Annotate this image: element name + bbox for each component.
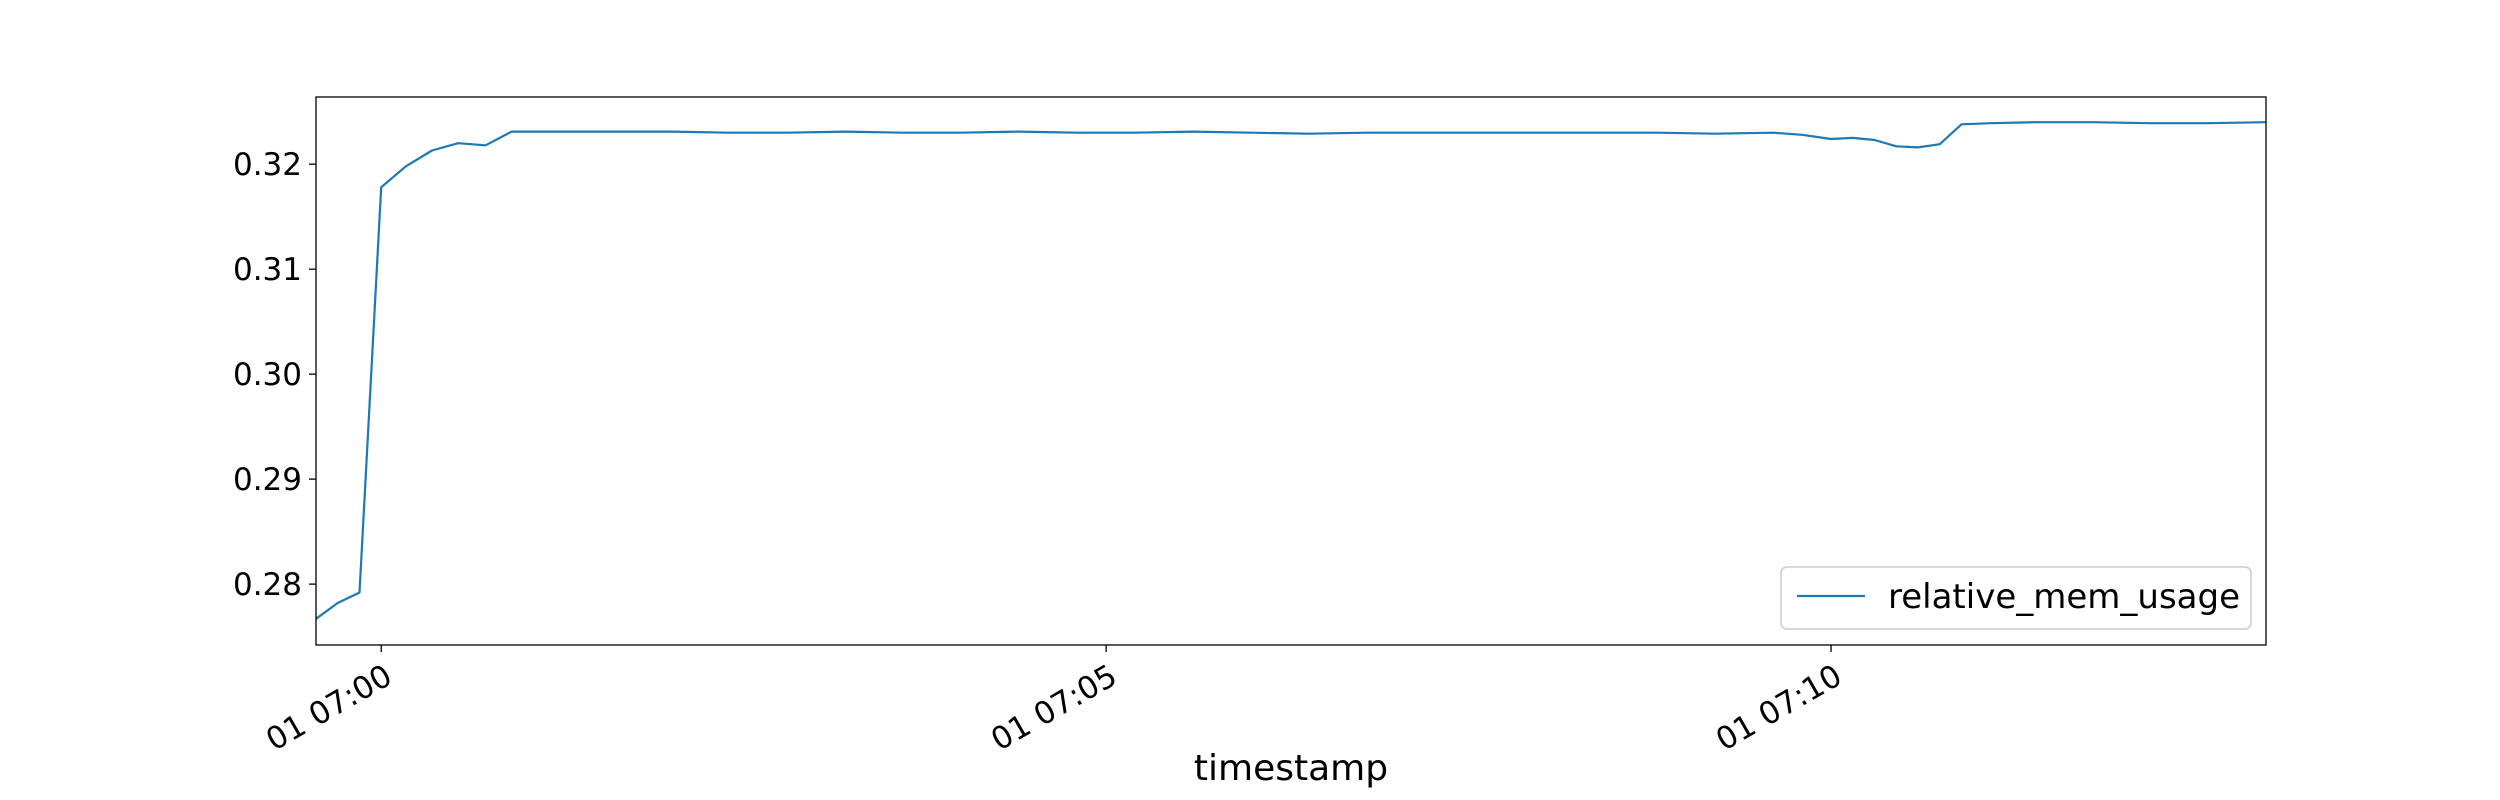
x-tick-label: 01 07:00 bbox=[260, 658, 398, 758]
y-tick-label: 0.28 bbox=[233, 567, 302, 603]
x-tick-label: 01 07:10 bbox=[1710, 658, 1848, 758]
y-tick-label: 0.30 bbox=[233, 357, 302, 393]
plot-background bbox=[316, 97, 2266, 645]
x-tick-label: 01 07:05 bbox=[985, 658, 1123, 758]
legend-box bbox=[1780, 566, 2252, 630]
series-line-0 bbox=[315, 121, 2267, 620]
plot-frame bbox=[315, 96, 2267, 646]
y-tick-label: 0.29 bbox=[233, 462, 302, 498]
y-tick-label: 0.32 bbox=[233, 147, 302, 183]
x-axis: 01 07:00 01 07:05 01 07:10 bbox=[260, 645, 1848, 758]
legend-label: relative_mem_usage bbox=[1888, 577, 2240, 617]
series-layer bbox=[315, 121, 2267, 620]
y-axis: 0.28 0.29 0.30 0.31 0.32 bbox=[233, 147, 316, 603]
y-tick-label: 0.31 bbox=[233, 252, 302, 288]
legend: relative_mem_usage bbox=[1780, 566, 2252, 630]
x-axis-title: timestamp bbox=[1194, 748, 1388, 789]
